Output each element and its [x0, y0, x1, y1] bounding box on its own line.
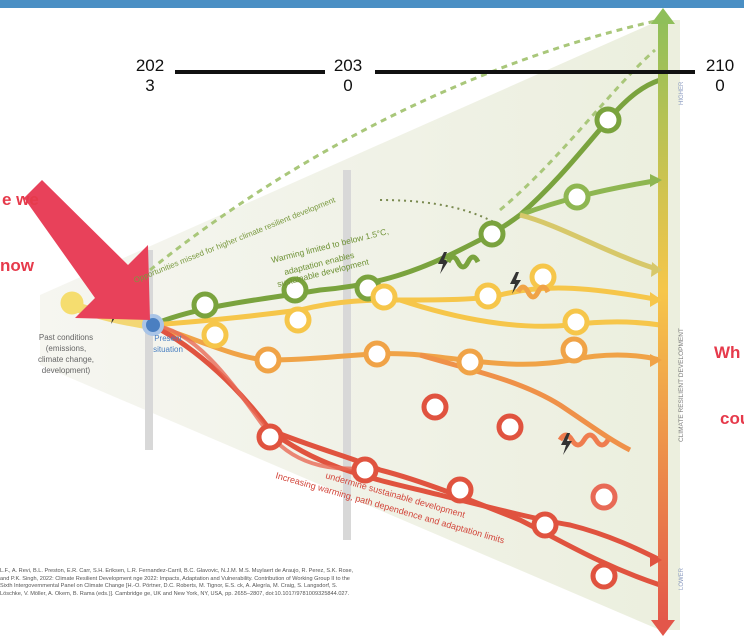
- fan-background: [40, 20, 680, 630]
- yellow-path-2: [399, 297, 661, 329]
- year-2030-line1: 203: [333, 56, 363, 75]
- node: [284, 306, 312, 334]
- node: [256, 423, 284, 451]
- arrowhead: [650, 174, 662, 187]
- right-side-note: Wh cou: [714, 298, 744, 452]
- right-side-note-line1: Wh: [714, 343, 741, 362]
- past-conditions-label-1: Past conditions: [39, 333, 93, 342]
- citation-text: L.F., A. Revi, B.L. Preston, E.R. Carr, …: [0, 568, 354, 597]
- timeline-segment-2: [375, 70, 695, 74]
- node: [478, 220, 506, 248]
- where-we-are-line2: now: [0, 256, 34, 275]
- node: [281, 276, 309, 304]
- year-2023-line2: 3: [145, 76, 155, 95]
- axis-label: CLIMATE RESILIENT DEVELOPMENT: [678, 328, 685, 442]
- node: [474, 282, 502, 310]
- opportunities-dashed-path-2: [499, 48, 656, 212]
- resilience-axis-bar: [658, 18, 668, 626]
- node: [421, 393, 449, 421]
- year-2100-line1: 210: [705, 56, 735, 75]
- year-2023: 202 3: [130, 56, 170, 96]
- lightning-icon: [561, 433, 572, 455]
- axis-lower-label: LOWER: [679, 567, 685, 590]
- axis-arrow-down: [651, 620, 675, 636]
- present-label-2: situation: [153, 345, 183, 354]
- arrowhead: [650, 354, 662, 367]
- node: [351, 456, 379, 484]
- node: [456, 348, 484, 376]
- present-label-1: Present: [154, 334, 182, 343]
- right-side-note-line2: cou: [720, 409, 744, 428]
- node: [254, 346, 282, 374]
- node: [562, 308, 590, 336]
- node: [201, 321, 229, 349]
- year-2023-line1: 202: [135, 56, 165, 75]
- axis-arrow-up: [651, 8, 675, 24]
- orange-path-1: [151, 322, 661, 367]
- arrowhead: [650, 292, 662, 307]
- axis-higher-label: HIGHER: [679, 81, 685, 105]
- top-accent-bar: [0, 0, 744, 8]
- arrowhead: [651, 262, 662, 277]
- yellow-wiggle: [515, 284, 551, 300]
- node: [563, 183, 591, 211]
- node: [560, 336, 588, 364]
- node: [191, 291, 219, 319]
- arrowhead: [650, 553, 662, 567]
- lightning-icon: [510, 272, 521, 294]
- node: [531, 511, 559, 539]
- node: [590, 483, 618, 511]
- past-node: [60, 291, 84, 315]
- where-we-are-note: e we now: [0, 145, 39, 299]
- lightning-icon: [438, 252, 449, 274]
- year-2100: 210 0: [700, 56, 740, 96]
- divider-present: [145, 250, 153, 450]
- past-conditions-label-3: climate change,: [38, 355, 94, 364]
- year-2030-line2: 0: [343, 76, 353, 95]
- green-wiggle: [445, 254, 481, 270]
- year-2100-line2: 0: [715, 76, 725, 95]
- node: [446, 476, 474, 504]
- node: [594, 106, 622, 134]
- node: [590, 562, 618, 590]
- timeline-segment-1: [175, 70, 325, 74]
- present-node: [142, 314, 164, 336]
- yellowgreen-path: [519, 212, 661, 273]
- past-conditions-label-2: (emissions,: [46, 344, 86, 353]
- past-conditions-label-4: development): [42, 366, 91, 375]
- pointer-arrow: [24, 180, 150, 320]
- year-2030: 203 0: [328, 56, 368, 96]
- opportunities-dashed-path: [149, 18, 661, 272]
- pathway-nodes: [191, 106, 622, 590]
- node: [370, 283, 398, 311]
- where-we-are-line1: e we: [2, 190, 39, 209]
- node: [363, 340, 391, 368]
- node: [496, 413, 524, 441]
